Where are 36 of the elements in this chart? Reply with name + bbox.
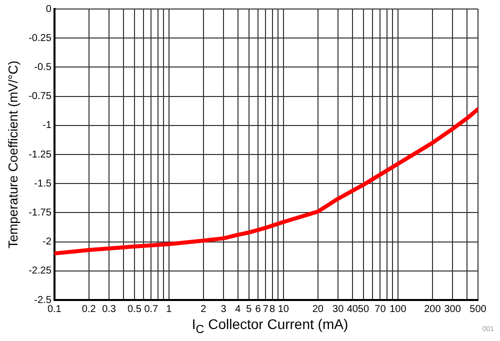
y-tick-label: -2.25 [28,266,52,277]
y-axis-title: Temperature Coefficient (mV/°C) [5,60,20,248]
x-tick-label: 10 [278,304,290,315]
y-tick-label: -1.25 [28,149,52,160]
y-tick-label: -1 [42,120,52,132]
x-tick-label: 2 [200,304,207,315]
x-tick-label: 7 [262,304,269,315]
x-tick-label: 3 [220,304,227,315]
x-tick-label: 40 [346,304,358,315]
x-tick-label: 70 [374,304,386,315]
x-tick-label: 1 [166,304,172,315]
x-tick-label: 0.2 [82,304,96,315]
y-tick-label: -0.5 [34,62,52,73]
y-tick-label: -2.5 [34,294,52,306]
x-axis-title: I$_{C}$ Collector Current (mA) [192,316,348,336]
x-tick-label: 5 [246,304,252,315]
x-tick-label: 200 [424,304,442,315]
x-tick-label: 300 [444,304,462,315]
y-tick-label: -1.75 [28,207,52,218]
x-tick-label: 8 [270,304,276,315]
y-tick-label: -1.5 [34,178,52,190]
y-tick-label: -0.75 [28,91,52,102]
y-tick-label: -2 [42,236,52,248]
x-tick-label: 500 [470,304,487,315]
x-tick-label: 6 [255,304,262,315]
x-tick-label: 100 [390,304,407,315]
x-tick-label: 50 [358,304,370,315]
x-tick-label: 0.7 [144,304,159,315]
x-tick-label: 20 [312,304,324,315]
y-tick-label: 0 [46,4,52,15]
x-tick-label: 30 [332,304,344,315]
y-tick-label: -0.25 [28,32,52,44]
x-tick-label: 4 [235,304,242,315]
x-tick-label: 0.1 [47,304,62,315]
x-tick-label: 0.3 [102,304,116,315]
x-tick-label: 0.5 [127,304,142,315]
